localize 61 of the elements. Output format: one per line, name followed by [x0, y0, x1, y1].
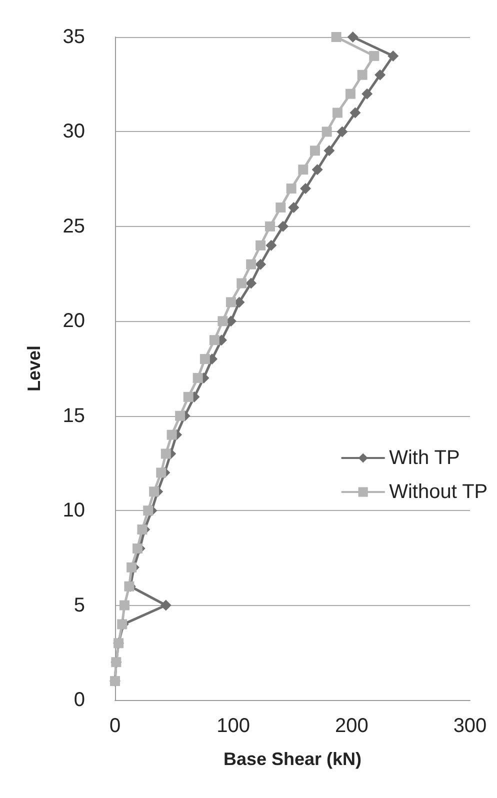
point	[347, 32, 358, 42]
y-tick-label: 10	[62, 500, 85, 522]
y-tick-label: 35	[62, 26, 85, 48]
point	[132, 543, 142, 554]
point	[300, 183, 312, 194]
point	[388, 50, 399, 62]
y-tick-label: 5	[74, 594, 85, 616]
y-axis-title: Level	[24, 345, 44, 392]
legend-label: With TP	[389, 447, 460, 469]
point	[160, 600, 172, 611]
point	[276, 202, 286, 212]
point	[166, 430, 177, 440]
point	[350, 107, 361, 118]
point	[324, 145, 335, 156]
y-tick-label: 25	[62, 215, 85, 238]
point	[183, 392, 194, 402]
y-tick-label: 20	[62, 310, 85, 332]
point	[312, 164, 323, 176]
y-tick-label: 15	[62, 404, 85, 427]
point	[286, 184, 296, 194]
point	[374, 69, 386, 80]
point	[126, 562, 137, 572]
point	[149, 486, 160, 497]
point	[236, 278, 247, 288]
point	[200, 354, 210, 364]
point	[143, 506, 154, 516]
point	[336, 126, 348, 138]
point	[266, 240, 277, 251]
x-tick-label: 100	[216, 715, 250, 737]
x-tick-label: 200	[334, 715, 368, 737]
legend-label: Without TP	[389, 481, 488, 503]
point	[119, 600, 130, 610]
point	[357, 70, 368, 80]
point	[246, 259, 256, 270]
y-tick-label: 0	[74, 689, 85, 711]
point	[137, 524, 148, 535]
x-tick-label: 0	[109, 715, 121, 737]
point	[175, 410, 186, 421]
x-tick-label: 300	[453, 715, 487, 737]
point	[278, 220, 289, 232]
point	[288, 202, 300, 213]
point	[298, 164, 308, 175]
point	[192, 372, 203, 383]
point	[362, 88, 373, 100]
point	[156, 468, 166, 478]
point	[310, 146, 320, 156]
point	[255, 258, 266, 270]
point	[246, 278, 257, 289]
point	[332, 108, 342, 118]
point	[369, 50, 380, 61]
point	[322, 126, 332, 137]
point	[160, 448, 171, 459]
x-axis-title: Base Shear (kN)	[223, 749, 362, 769]
point	[345, 88, 356, 99]
point	[226, 297, 236, 308]
point	[209, 335, 220, 346]
point	[218, 316, 228, 326]
point	[265, 221, 276, 232]
point	[331, 32, 342, 42]
y-tick-label: 30	[62, 120, 85, 143]
point	[256, 240, 266, 250]
